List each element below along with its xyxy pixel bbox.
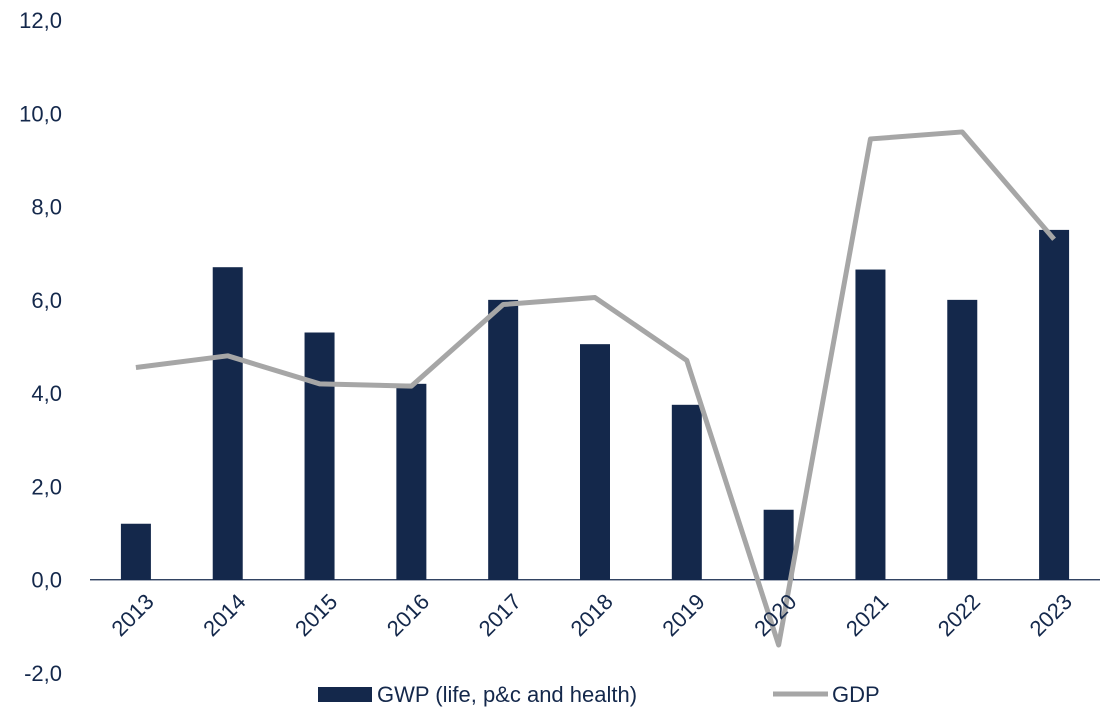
legend-swatch-gwp: [318, 687, 372, 702]
x-tick-label: 2015: [290, 589, 342, 641]
y-tick-label: 0,0: [31, 568, 62, 593]
gdp-line: [135, 129, 1056, 648]
gwp-bar: [947, 299, 978, 580]
gwp-bar: [120, 523, 151, 580]
x-tick-label: 2022: [933, 589, 985, 641]
y-tick-label: 12,0: [19, 8, 62, 33]
gwp-bar: [304, 332, 335, 580]
gwp-bar: [488, 299, 519, 580]
x-tick-label: 2014: [198, 589, 250, 641]
y-tick-label: -2,0: [24, 661, 62, 686]
legend: GWP (life, p&c and health) GDP: [318, 682, 880, 707]
x-tick-label: 2021: [841, 589, 893, 641]
y-tick-label: 2,0: [31, 474, 62, 499]
x-tick-label: 2013: [106, 589, 158, 641]
x-tick-label: 2016: [382, 589, 434, 641]
y-tick-label: 6,0: [31, 288, 62, 313]
legend-label-gwp: GWP (life, p&c and health): [377, 682, 637, 707]
y-tick-label: 10,0: [19, 101, 62, 126]
y-tick-label: 4,0: [31, 381, 62, 406]
gwp-bar: [396, 383, 427, 580]
gwp-bar: [212, 267, 243, 580]
y-axis-tick-labels: 12,0 10,0 8,0 6,0 4,0 2,0 0,0 -2,0: [19, 8, 62, 686]
gwp-bar: [1039, 229, 1070, 580]
x-tick-label: 2017: [474, 589, 526, 641]
x-tick-label: 2019: [657, 589, 709, 641]
gwp-bar: [855, 269, 886, 580]
gwp-bar: [671, 404, 702, 580]
y-tick-label: 8,0: [31, 195, 62, 220]
x-tick-label: 2018: [566, 589, 618, 641]
gwp-bar: [580, 344, 610, 580]
x-tick-label: 2023: [1025, 589, 1077, 641]
gwp-bar: [763, 509, 794, 580]
x-axis-tick-labels: 2013 2014 2015 2016 2017 2018 2019 2020 2021 2022…: [106, 589, 1076, 641]
gwp-bars: [120, 229, 1070, 580]
legend-label-gdp: GDP: [832, 682, 880, 707]
